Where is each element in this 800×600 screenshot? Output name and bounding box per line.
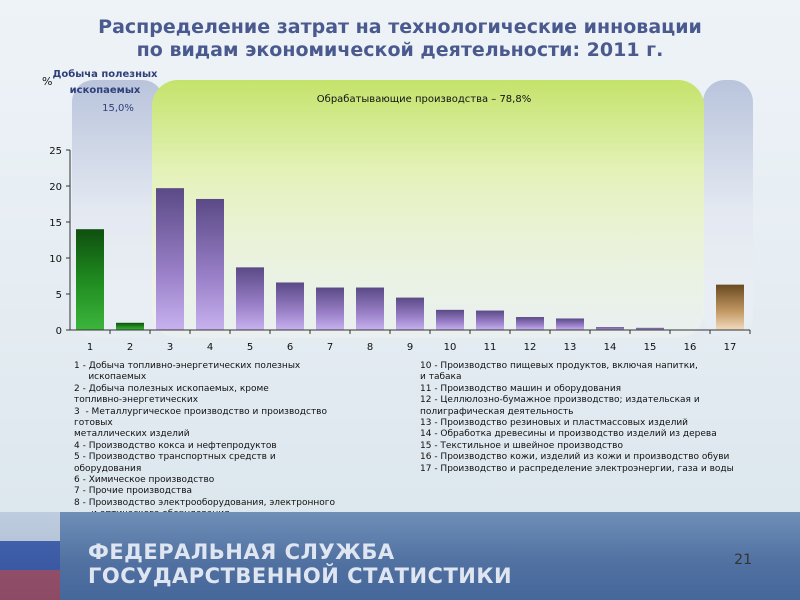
legend-left-item: 4 - Производство кокса и нефтепродуктов <box>74 440 277 451</box>
legend-right-item: 11 - Производство машин и оборудования <box>420 383 622 394</box>
page-number: 21 <box>734 552 752 568</box>
energy-panel <box>703 80 753 338</box>
legend-right-item: 12 - Целлюлозно-бумажное производство; и… <box>420 395 700 406</box>
legend-right-item: 14 - Обработка древесины и производство … <box>420 429 717 440</box>
chart-title: Распределение затрат на технологические … <box>60 16 740 62</box>
y-tick-label: 25 <box>49 146 62 157</box>
x-tick-label: 12 <box>524 342 537 353</box>
bar-chart: Обрабатывающие производства – 78,8% Добы… <box>42 68 753 353</box>
bar-5 <box>236 267 264 330</box>
legend-right-item: 15 - Текстильное и швейное производство <box>420 440 623 451</box>
legend-right-item: и табака <box>420 372 462 383</box>
legend-right-item: полиграфическая деятельность <box>420 406 574 417</box>
legend-right-item: 17 - Производство и распределение электр… <box>420 463 734 474</box>
y-tick-label: 15 <box>49 218 62 229</box>
bar-9 <box>396 297 424 330</box>
legend-left-item: 5 - Производство транспортных средств и … <box>74 452 276 474</box>
legend-right: 10 - Производство пищевых продуктов, вкл… <box>420 361 800 475</box>
x-tick-label: 17 <box>724 342 737 353</box>
x-tick-label: 16 <box>684 342 697 353</box>
bar-12 <box>516 317 544 330</box>
x-tick-label: 4 <box>207 342 213 353</box>
x-tick-label: 2 <box>127 342 133 353</box>
manufacturing-panel <box>152 80 704 338</box>
mining-group-label-line1: Добыча полезных <box>53 68 159 80</box>
x-tick-label: 7 <box>327 342 333 353</box>
bar-3 <box>156 188 184 330</box>
legend-left-item: 7 - Прочие производства <box>74 486 193 497</box>
x-tick-label: 15 <box>644 342 657 353</box>
x-tick-label: 3 <box>167 342 173 353</box>
x-tick-label: 9 <box>407 342 413 353</box>
y-axis-unit: % <box>42 75 52 88</box>
bar-10 <box>436 309 464 330</box>
legend-left-item: 2 - Добыча полезных ископаемых, кроме то… <box>74 383 269 406</box>
bar-7 <box>316 287 344 330</box>
legend-left-item: 6 - Химическое производство <box>74 475 215 486</box>
bar-14 <box>596 327 624 330</box>
legend-right-item: 13 - Производство резиновых и пластмассо… <box>420 418 689 429</box>
x-tick-label: 13 <box>564 342 577 353</box>
x-tick-label: 6 <box>287 342 293 353</box>
footer-org-line1: ФЕДЕРАЛЬНАЯ СЛУЖБА <box>88 540 395 564</box>
x-tick-label: 1 <box>87 342 93 353</box>
legend-left-item: 1 - Добыча топливно-энергетических полез… <box>74 361 301 383</box>
y-tick-label: 0 <box>56 326 62 337</box>
legend-right-item: 10 - Производство пищевых продуктов, вкл… <box>420 361 698 371</box>
bar-15 <box>636 327 664 330</box>
footer-banner <box>0 512 800 600</box>
y-tick-label: 10 <box>49 254 62 265</box>
legend-right-item: 16 - Производство кожи, изделий из кожи … <box>420 452 730 463</box>
bar-1 <box>76 229 104 330</box>
flag-stripe <box>0 512 60 600</box>
manufacturing-group-label: Обрабатывающие производства – 78,8% <box>317 94 531 105</box>
bar-8 <box>356 287 384 330</box>
bar-6 <box>276 282 304 330</box>
bar-4 <box>196 198 224 330</box>
mining-group-label-line2: ископаемых <box>70 85 141 96</box>
bar-2 <box>116 322 144 330</box>
x-tick-label: 14 <box>604 342 617 353</box>
x-tick-label: 10 <box>444 342 457 353</box>
footer-org-line2: ГОСУДАРСТВЕННОЙ СТАТИСТИКИ <box>88 564 513 588</box>
y-tick-label: 5 <box>56 290 62 301</box>
chart-title-line1: Распределение затрат на технологические … <box>98 16 702 38</box>
bar-17 <box>716 284 744 330</box>
mining-group-value: 15,0% <box>102 103 134 114</box>
x-tick-label: 5 <box>247 342 253 353</box>
bar-13 <box>556 318 584 330</box>
bar-11 <box>476 310 504 330</box>
x-tick-label: 11 <box>484 342 497 353</box>
legend-left-item: 3 - Металлургическое производство и прои… <box>74 406 327 440</box>
x-tick-label: 8 <box>367 342 373 353</box>
y-tick-label: 20 <box>49 182 62 193</box>
chart-title-line2: по видам экономической деятельности: 201… <box>136 39 664 61</box>
